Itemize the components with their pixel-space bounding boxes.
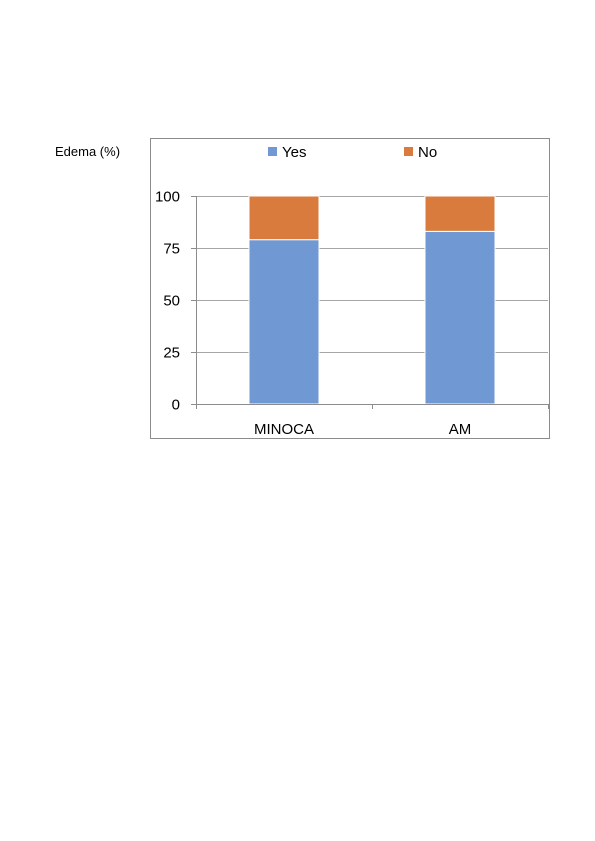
bar-minoca-yes	[248, 239, 320, 405]
legend-swatch-yes	[268, 147, 277, 156]
bar-am-yes	[424, 230, 496, 405]
axes: 0 25 50 75 100 MINOCA AM	[155, 189, 549, 438]
x-tick-label-minoca: MINOCA	[254, 421, 314, 438]
legend-label-no: No	[418, 144, 437, 161]
legend-swatch-no	[404, 147, 413, 156]
y-tick-label-75: 75	[163, 241, 180, 258]
y-tick-label-25: 25	[163, 345, 180, 362]
y-tick-label-0: 0	[172, 397, 180, 414]
y-tick-label-50: 50	[163, 293, 180, 310]
legend-label-yes: Yes	[282, 144, 306, 161]
bar-minoca-no	[248, 195, 320, 241]
x-tick-label-am: AM	[449, 421, 472, 438]
bar-am-no	[424, 195, 496, 232]
y-axis-label: Edema (%)	[55, 144, 121, 159]
y-tick-label-100: 100	[155, 189, 180, 206]
legend: Yes No	[268, 144, 437, 161]
